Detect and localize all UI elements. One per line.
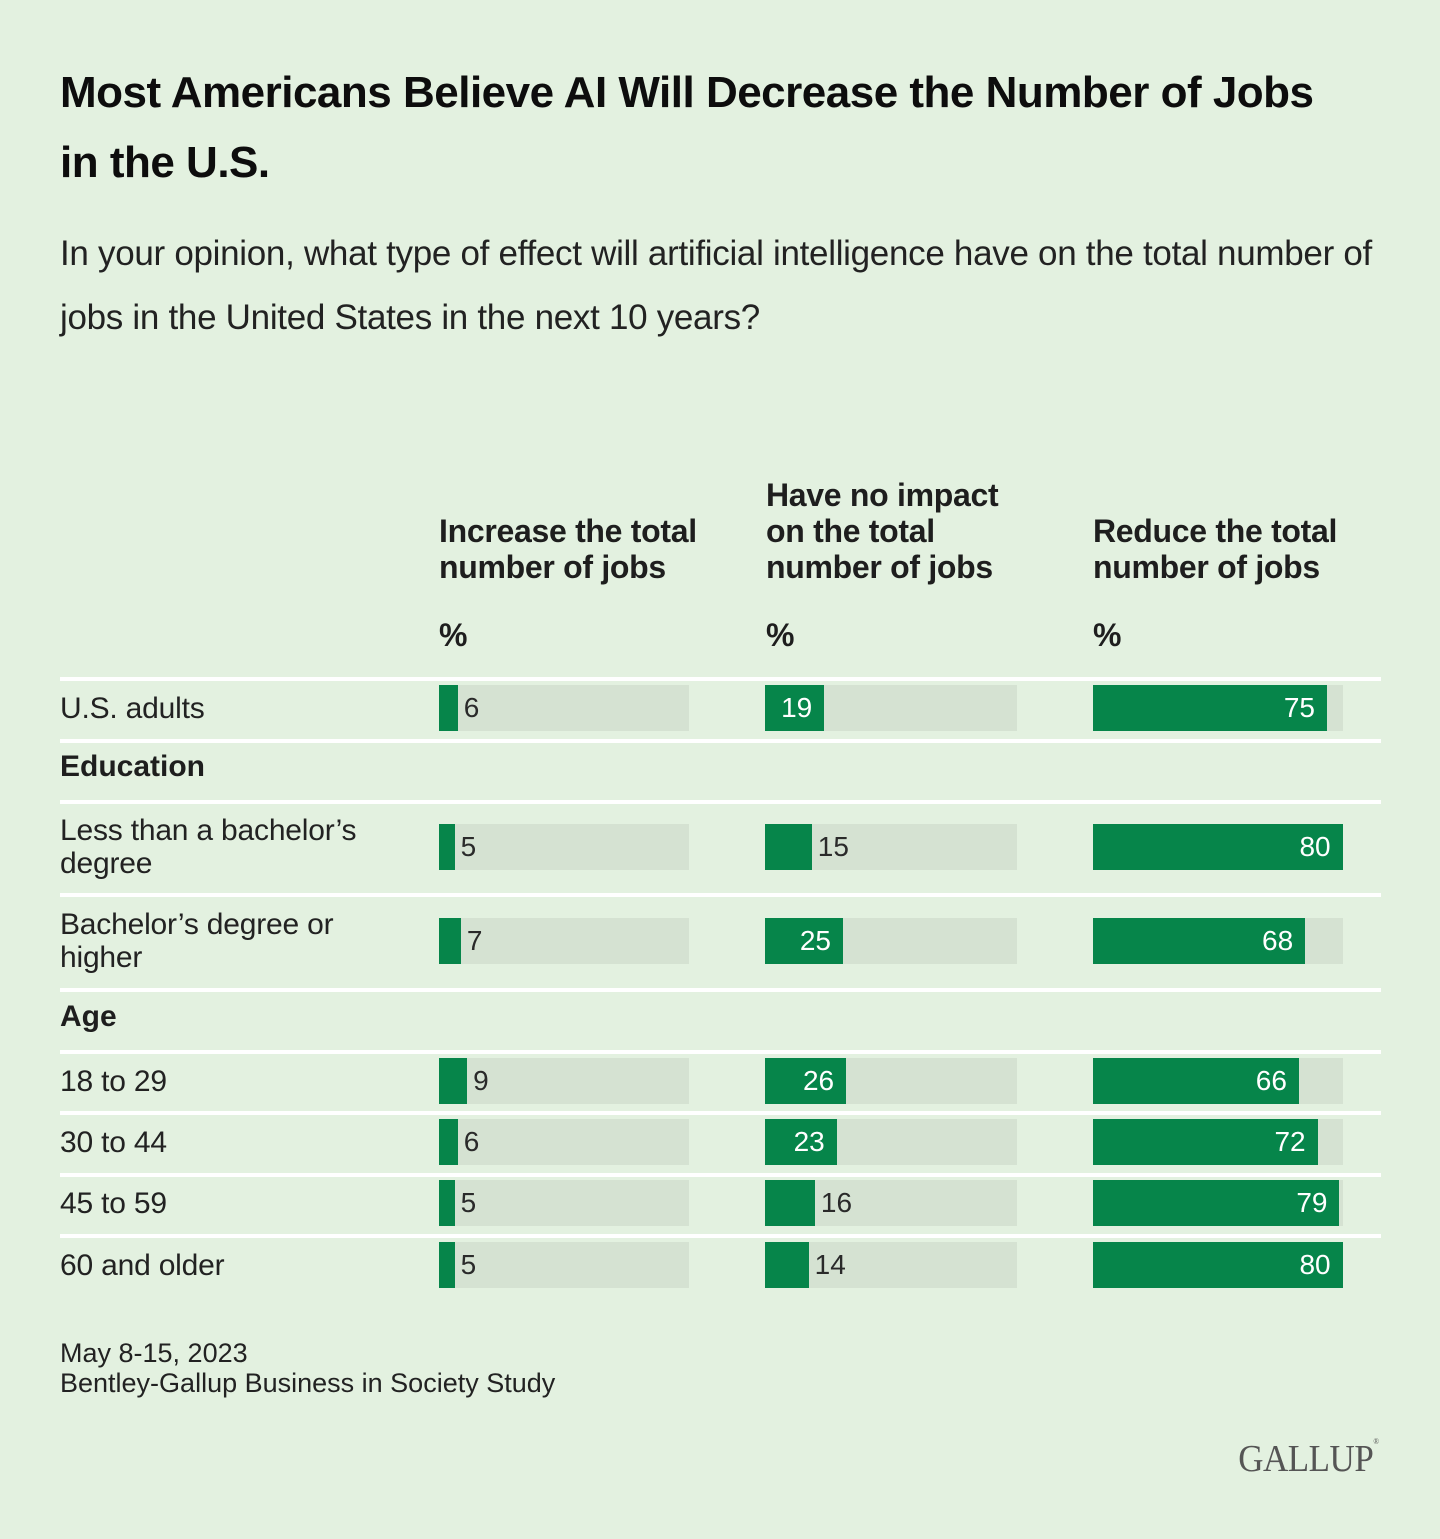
column-header-reduce: Reduce the total number of jobs [1093,513,1338,585]
value-label: 19 [781,692,813,723]
bar-track: 80 [1093,824,1343,870]
value-label: 75 [1283,692,1315,723]
column-unit-no-impact: % [766,617,795,653]
column-header-no-impact: Have no impact on the total number of jo… [766,477,999,585]
value-label: 79 [1296,1187,1328,1218]
bar-no-impact [765,1119,837,1165]
column-header-increase: Increase the total number of jobs [439,513,697,585]
chart-title: Most Americans Believe AI Will Decrease … [60,68,1314,187]
bar-track: 16 [765,1180,1017,1226]
bar-track: 72 [1093,1119,1343,1165]
survey-date: May 8-15, 2023 [60,1338,248,1368]
bar-track: 23 [765,1119,1017,1165]
row-separator [60,893,1381,897]
bar-reduce [1093,685,1327,731]
bar-track: 19 [765,685,1017,731]
bar-track: 5 [439,824,689,870]
bar-reduce [1093,824,1343,870]
bar-no-impact [765,1242,809,1288]
value-label: 80 [1299,831,1331,862]
bar-increase [439,1119,458,1165]
row-label: Less than a bachelor’s degree [60,814,357,880]
registered-mark: ® [1372,1437,1379,1446]
bar-track: 25 [765,918,1017,964]
row-separator [60,1111,1381,1115]
row-separator [60,1234,1381,1238]
bar-track: 14 [765,1242,1017,1288]
value-label: 6 [463,1126,480,1157]
bar-reduce [1093,1119,1318,1165]
bar-reduce [1093,1058,1299,1104]
chart-subtitle: In your opinion, what type of effect wil… [60,234,1372,337]
bar-track: 6 [439,1119,689,1165]
bar-track: 5 [439,1242,689,1288]
column-unit-increase: % [439,617,468,653]
group-label-education: Education [60,750,206,783]
value-label: 7 [466,925,483,956]
bar-increase [439,1058,468,1104]
bar-track: 68 [1093,918,1343,964]
value-label: 25 [799,925,831,956]
bar-track: 66 [1093,1058,1343,1104]
row-separator [60,988,1381,992]
row-separator [60,739,1381,743]
bar-track: 6 [439,685,689,731]
bar-track: 80 [1093,1242,1343,1288]
row-label: 18 to 29 [60,1064,167,1098]
value-label: 26 [802,1065,835,1096]
value-label: 66 [1255,1065,1287,1096]
bar-increase [439,1242,455,1288]
row-separator [60,800,1381,804]
row-separator [60,1050,1381,1054]
bar-increase [439,918,461,964]
row-label: 60 and older [60,1248,225,1282]
bar-no-impact [765,1180,815,1226]
bar-no-impact [765,685,825,731]
bar-increase [439,685,458,731]
bar-reduce [1093,1242,1343,1288]
gallup-logo: GALLUP® [1237,1437,1379,1481]
value-label: 5 [460,1187,477,1218]
value-label: 5 [460,831,477,862]
value-label: 23 [793,1126,825,1157]
row-separator [60,677,1381,681]
bar-track: 26 [765,1058,1017,1104]
value-label: 6 [463,692,480,723]
row-label: Bachelor’s degree or higher [60,908,334,974]
gallup-logo-text: GALLUP [1237,1438,1374,1480]
value-label: 80 [1299,1249,1331,1280]
bar-no-impact [765,918,843,964]
row-label: U.S. adults [60,691,205,725]
bar-reduce [1093,1180,1340,1226]
value-label: 5 [460,1249,477,1280]
survey-source: Bentley-Gallup Business in Society Study [60,1368,556,1398]
bar-no-impact [765,1058,847,1104]
row-label: 45 to 59 [60,1186,167,1220]
row-label: 30 to 44 [60,1125,167,1159]
value-label: 16 [820,1187,853,1218]
column-unit-reduce: % [1093,617,1122,653]
value-label: 72 [1274,1126,1306,1157]
bar-no-impact [765,824,812,870]
bar-track: 15 [765,824,1017,870]
value-label: 14 [814,1249,846,1280]
bar-track: 75 [1093,685,1343,731]
bar-track: 5 [439,1180,689,1226]
bar-increase [439,824,455,870]
value-label: 15 [817,831,849,862]
group-label-age: Age [60,1000,117,1033]
value-label: 9 [473,1065,489,1096]
bar-track: 9 [439,1058,689,1104]
bar-reduce [1093,918,1306,964]
value-label: 68 [1262,925,1294,956]
row-separator [60,1173,1381,1177]
bar-track: 7 [439,918,689,964]
bar-increase [439,1180,455,1226]
footer: May 8-15, 2023 Bentley-Gallup Business i… [60,1338,555,1398]
bar-track: 79 [1093,1180,1343,1226]
